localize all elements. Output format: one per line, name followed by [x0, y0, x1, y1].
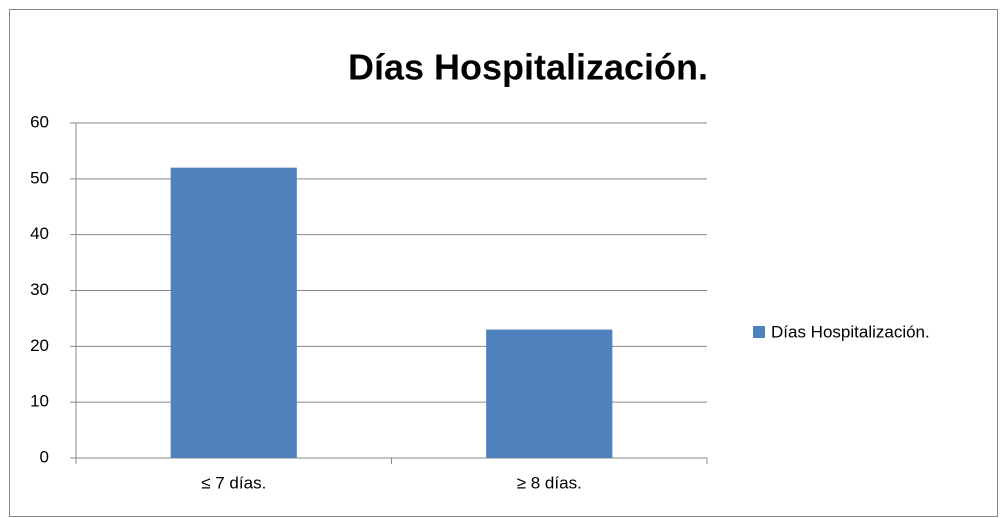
x-tick-label: ≤ 7 días.	[201, 473, 266, 492]
bar	[170, 167, 297, 458]
legend-label: Días Hospitalización.	[771, 322, 930, 341]
y-tick-label: 10	[30, 392, 49, 411]
y-tick-label: 50	[30, 168, 49, 187]
chart-title: Días Hospitalización.	[348, 47, 708, 88]
y-tick-label: 30	[30, 280, 49, 299]
y-tick-label: 40	[30, 224, 49, 243]
legend-swatch	[753, 326, 765, 338]
y-tick-label: 20	[30, 336, 49, 355]
y-tick-label: 0	[40, 447, 49, 466]
y-tick-label: 60	[30, 112, 49, 131]
x-tick-label: ≥ 8 días.	[517, 473, 582, 492]
bar	[486, 329, 613, 458]
